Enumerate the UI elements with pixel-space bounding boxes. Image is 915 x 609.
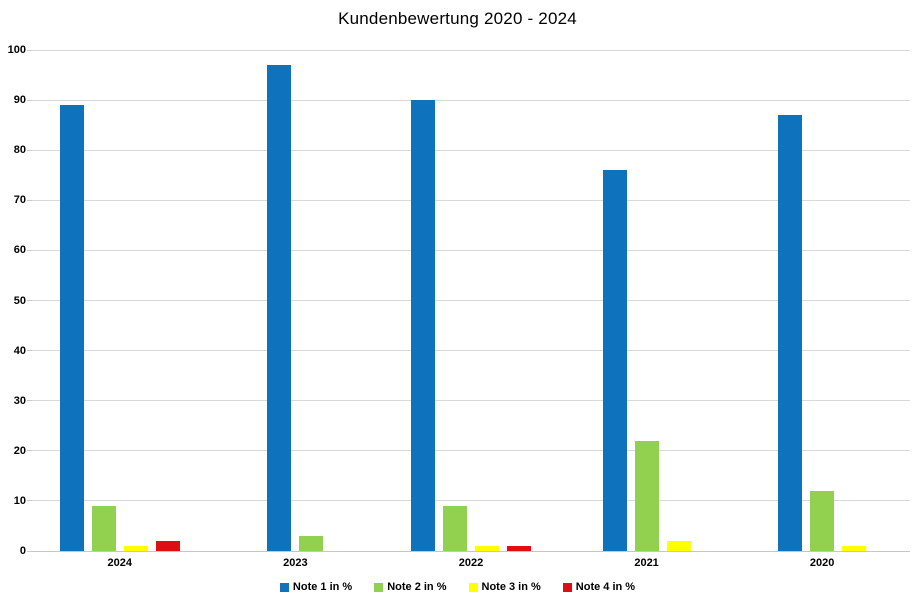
y-tick-mark xyxy=(27,400,32,402)
x-axis: 2024 2023 2022 2021 2020 xyxy=(32,557,910,569)
legend-item: Note 4 in % xyxy=(562,581,636,593)
y-tick-label: 60 xyxy=(13,244,26,257)
gridline xyxy=(32,350,910,352)
bar-2024-note-4-in-% xyxy=(155,540,180,551)
y-tick-label: 10 xyxy=(13,494,26,507)
bar-group-2021 xyxy=(559,50,735,551)
y-tick-mark xyxy=(27,500,32,502)
bar-2024-note-3-in-% xyxy=(123,546,148,551)
legend-item: Note 1 in % xyxy=(279,581,353,593)
y-tick-mark xyxy=(27,49,32,51)
y-tick-label: 100 xyxy=(7,44,26,56)
bar-2022-note-4-in-% xyxy=(506,546,531,551)
legend-label: Note 2 in % xyxy=(387,581,447,593)
gridline xyxy=(32,550,910,552)
legend-swatch-icon xyxy=(468,582,478,592)
bar-group-2024 xyxy=(32,50,208,551)
bar-2022-note-3-in-% xyxy=(474,546,499,551)
y-tick-label: 50 xyxy=(13,294,26,307)
x-tick-label: 2023 xyxy=(283,557,308,569)
bar-2020-note-2-in-% xyxy=(810,490,835,551)
bar-2021-note-1-in-% xyxy=(602,170,627,551)
x-tick-label: 2024 xyxy=(107,557,133,569)
y-tick-label: 40 xyxy=(13,344,26,357)
gridline xyxy=(32,99,910,101)
bar-group-2022 xyxy=(383,50,559,551)
y-tick-label: 0 xyxy=(19,545,26,557)
gridline xyxy=(32,149,910,151)
bar-2024-note-1-in-% xyxy=(59,105,84,551)
gridline xyxy=(32,49,910,51)
legend-label: Note 1 in % xyxy=(292,581,353,593)
x-tick-label: 2020 xyxy=(809,557,835,569)
y-tick-mark xyxy=(27,450,32,452)
gridline xyxy=(32,450,910,452)
bar-2023-note-1-in-% xyxy=(267,65,292,551)
gridline xyxy=(32,199,910,201)
y-tick-mark xyxy=(27,550,32,552)
legend-swatch-icon xyxy=(562,582,572,592)
bar-group-2023 xyxy=(208,50,384,551)
bar-2021-note-3-in-% xyxy=(666,540,691,551)
y-tick-mark xyxy=(27,350,32,352)
gridline xyxy=(32,400,910,402)
y-tick-label: 90 xyxy=(13,94,26,107)
bar-2021-note-2-in-% xyxy=(634,440,659,551)
legend: Note 1 in % Note 2 in % Note 3 in % Note 4 … xyxy=(0,581,915,593)
gridline xyxy=(32,249,910,251)
legend-label: Note 3 in % xyxy=(481,581,541,593)
gridline xyxy=(32,500,910,502)
y-tick-mark xyxy=(27,300,32,301)
bar-2024-note-2-in-% xyxy=(91,505,116,551)
y-tick-label: 80 xyxy=(13,144,26,157)
y-tick-mark xyxy=(27,149,32,151)
y-tick-label: 70 xyxy=(13,194,26,207)
y-axis: 0 10 20 30 40 50 60 70 80 90 100 xyxy=(0,44,32,557)
bar-2023-note-2-in-% xyxy=(299,535,324,551)
y-tick-mark xyxy=(27,249,32,251)
legend-item: Note 3 in % xyxy=(468,581,541,593)
gridline xyxy=(32,300,910,301)
bar-group-2020 xyxy=(734,50,910,551)
x-tick-label: 2022 xyxy=(458,557,484,569)
bar-2022-note-1-in-% xyxy=(410,100,435,551)
legend-item: Note 2 in % xyxy=(374,581,447,593)
y-tick-label: 20 xyxy=(13,444,26,457)
legend-label: Note 4 in % xyxy=(575,581,636,593)
y-tick-label: 30 xyxy=(13,394,26,407)
chart-title: Kundenbewertung 2020 - 2024 xyxy=(338,9,577,28)
bar-2020-note-1-in-% xyxy=(778,115,803,551)
bar-2022-note-2-in-% xyxy=(442,505,467,551)
x-tick-label: 2021 xyxy=(634,557,659,569)
legend-swatch-icon xyxy=(374,582,384,592)
bar-2020-note-3-in-% xyxy=(842,546,867,551)
plot-area xyxy=(32,49,910,552)
y-tick-mark xyxy=(27,199,32,201)
y-tick-mark xyxy=(27,99,32,101)
legend-swatch-icon xyxy=(279,582,289,592)
